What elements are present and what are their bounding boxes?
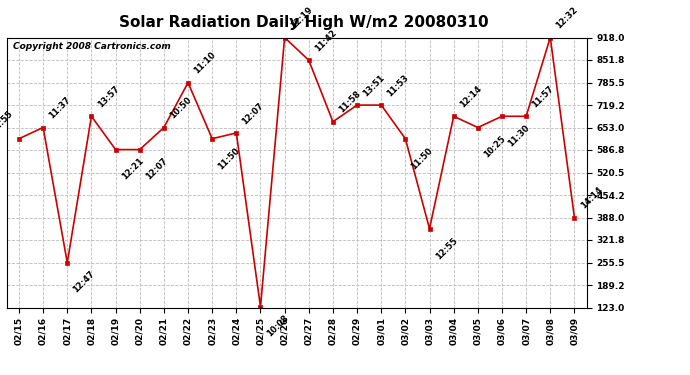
Text: 12:21: 12:21 xyxy=(120,156,145,182)
Text: 11:50: 11:50 xyxy=(410,146,435,171)
Text: 11:10: 11:10 xyxy=(193,51,217,76)
Text: 13:51: 13:51 xyxy=(362,73,386,98)
Text: 12:19: 12:19 xyxy=(289,5,314,30)
Text: 12:55: 12:55 xyxy=(434,236,459,261)
Text: 11:58: 11:58 xyxy=(337,90,362,115)
Text: 11:55: 11:55 xyxy=(0,109,14,135)
Text: Solar Radiation Daily High W/m2 20080310: Solar Radiation Daily High W/m2 20080310 xyxy=(119,15,489,30)
Text: 10:25: 10:25 xyxy=(482,135,507,160)
Text: 13:57: 13:57 xyxy=(96,84,121,110)
Text: 11:42: 11:42 xyxy=(313,28,338,53)
Text: 11:37: 11:37 xyxy=(48,95,72,120)
Text: 10:08: 10:08 xyxy=(265,314,290,339)
Text: 12:07: 12:07 xyxy=(144,156,169,182)
Text: 12:07: 12:07 xyxy=(241,101,266,126)
Text: 14:14: 14:14 xyxy=(579,185,604,210)
Text: 12:32: 12:32 xyxy=(555,5,580,30)
Text: Copyright 2008 Cartronics.com: Copyright 2008 Cartronics.com xyxy=(12,42,170,51)
Text: 12:47: 12:47 xyxy=(72,270,97,295)
Text: 12:14: 12:14 xyxy=(458,84,483,110)
Text: 10:50: 10:50 xyxy=(168,95,193,120)
Text: 11:57: 11:57 xyxy=(531,84,555,110)
Text: 11:53: 11:53 xyxy=(386,73,411,98)
Text: 11:30: 11:30 xyxy=(506,123,531,148)
Text: 11:50: 11:50 xyxy=(217,146,241,171)
